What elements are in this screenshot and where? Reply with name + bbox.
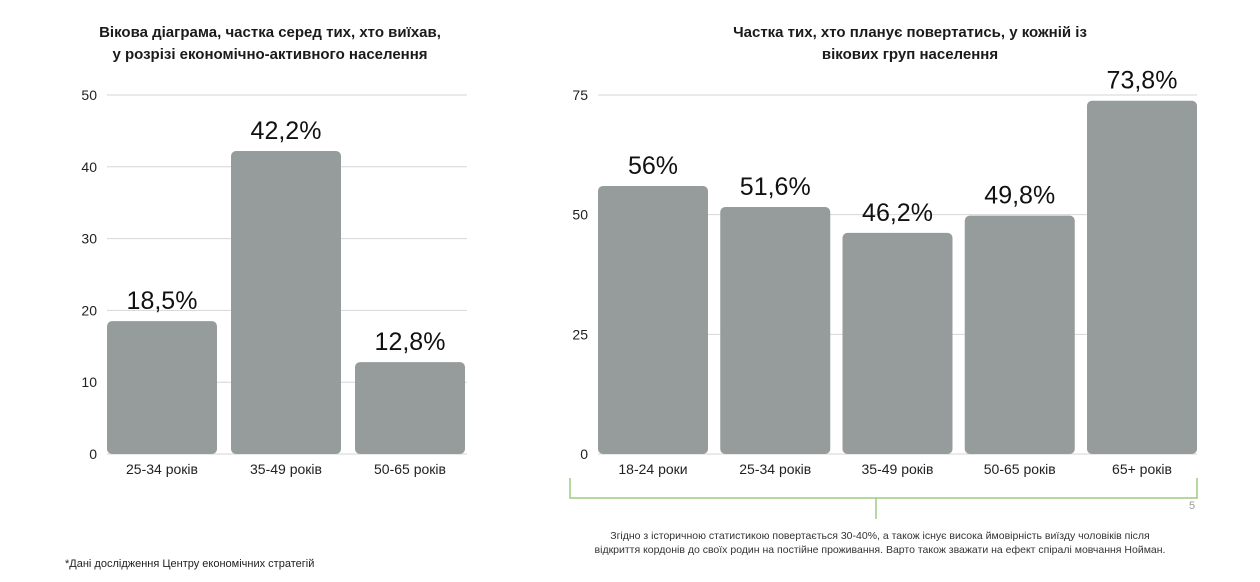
right-x-tick-label: 35-49 років: [862, 461, 934, 477]
left-bar: [231, 151, 341, 454]
right-bar-value-label: 46,2%: [862, 199, 933, 227]
left-bar: [107, 321, 217, 454]
left-x-tick-label: 35-49 років: [250, 461, 322, 477]
right-y-tick-label: 75: [572, 87, 588, 103]
right-chart-title: Частка тих, хто планує повертатись, у ко…: [610, 22, 1210, 66]
right-x-tick-label: 50-65 років: [984, 461, 1056, 477]
right-bar: [598, 185, 708, 455]
right-x-tick-label: 18-24 роки: [618, 461, 687, 477]
right-y-tick-label: 0: [580, 446, 588, 462]
left-y-tick-label: 20: [81, 302, 97, 318]
right-bar: [842, 232, 953, 454]
left-chart-title: Вікова діаграма, частка серед тих, хто в…: [60, 22, 480, 66]
bracket-line: [569, 478, 1198, 499]
right-bar-value-label: 56%: [628, 152, 678, 180]
right-bar-value-label: 49,8%: [984, 182, 1055, 210]
left-y-tick-label: 10: [81, 374, 97, 390]
right-x-tick-label: 25-34 років: [739, 461, 811, 477]
right-y-tick-label: 25: [572, 326, 588, 342]
bottom-note: Згідно з історичною статистикою повертає…: [590, 529, 1170, 557]
right-bar: [1087, 100, 1197, 454]
right-bar: [720, 207, 831, 454]
right-chart-title-line-1: Частка тих, хто планує повертатись, у ко…: [733, 24, 1087, 41]
left-y-tick-label: 50: [81, 87, 97, 103]
left-chart-title-line-1: Вікова діаграма, частка серед тих, хто в…: [99, 24, 441, 41]
source-footnote: *Дані дослідження Центру економічних стр…: [65, 558, 315, 570]
left-bar-value-label: 12,8%: [375, 328, 446, 356]
left-bar: [355, 362, 465, 454]
right-y-tick-label: 50: [572, 207, 588, 223]
bottom-note-line-2: відкриття кордонів до своїх родин на пос…: [594, 544, 1166, 556]
right-chart-title-line-2: вікових груп населення: [821, 46, 999, 63]
bottom-note-line-1: Згідно з історичною статистикою повертає…: [610, 530, 1150, 542]
right-x-tick-label: 65+ років: [1112, 461, 1172, 477]
left-y-tick-label: 0: [89, 446, 97, 462]
right-bar-value-label: 73,8%: [1107, 67, 1178, 95]
page-number: 5: [1189, 500, 1196, 512]
left-chart-title-line-2: у розрізі економічно-активного населення: [112, 46, 428, 63]
left-x-tick-label: 25-34 років: [126, 461, 198, 477]
left-y-tick-label: 30: [81, 231, 97, 247]
left-y-tick-label: 40: [81, 159, 97, 175]
right-bar: [964, 215, 1075, 454]
left-bar-value-label: 18,5%: [127, 287, 198, 315]
right-bar-value-label: 51,6%: [740, 173, 811, 201]
left-x-tick-label: 50-65 років: [374, 461, 446, 477]
left-bar-value-label: 42,2%: [251, 117, 322, 145]
